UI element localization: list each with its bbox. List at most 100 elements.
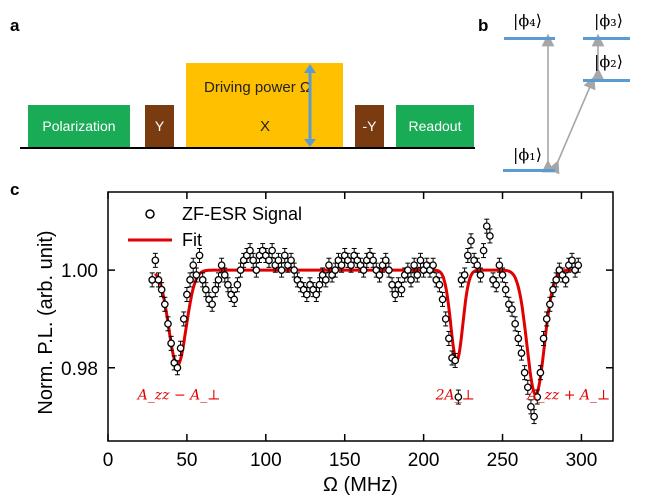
plot-frame	[107, 191, 614, 442]
data-point	[479, 246, 488, 255]
y-tick-label: 1.00	[61, 261, 98, 282]
data-point	[520, 368, 529, 377]
data-point	[249, 256, 258, 265]
data-point	[268, 246, 276, 255]
data-point	[274, 256, 283, 265]
data-point	[189, 261, 198, 270]
level-phi1	[503, 169, 555, 172]
data-point	[498, 271, 507, 279]
data-point	[230, 295, 239, 304]
data-point	[233, 280, 242, 289]
polarization-label: Polarization	[42, 118, 116, 134]
readout-label: Readout	[408, 118, 462, 134]
data-point	[473, 261, 482, 270]
data-point	[527, 402, 535, 411]
data-point	[280, 251, 289, 260]
ket-phi1: |ϕ₁⟩	[513, 145, 542, 164]
data-point	[435, 280, 444, 289]
data-point	[467, 236, 475, 245]
data-point	[561, 276, 570, 284]
data-point	[211, 285, 220, 294]
data-point	[220, 271, 229, 279]
data-point	[508, 305, 516, 314]
data-point	[451, 356, 460, 365]
data-point	[246, 246, 254, 255]
data-point	[482, 222, 491, 231]
level-phi3	[583, 37, 630, 40]
data-point	[438, 295, 447, 304]
data-point	[546, 300, 554, 309]
data-point	[454, 393, 463, 401]
data-point	[568, 256, 576, 265]
x-tick-label: 200	[408, 450, 440, 471]
zf-esr-chart: 0 50 100 150 200 250 300 0.98 1.00 Ω (MHz) Norm.…	[35, 191, 614, 496]
y-tick-label: 0.98	[61, 359, 98, 380]
minus-y-pulse: -Y	[355, 105, 384, 147]
data-point	[325, 261, 333, 270]
data-point	[574, 261, 583, 270]
x-tick-label: 250	[487, 450, 519, 471]
data-point	[183, 290, 191, 299]
data-point	[224, 280, 232, 289]
data-point	[410, 261, 419, 270]
data-point	[315, 280, 324, 289]
data-point	[460, 271, 469, 279]
data-point	[445, 334, 453, 343]
data-point	[347, 261, 355, 270]
y-axis-title: Norm. P.L. (arb. unit)	[35, 230, 57, 414]
data-point	[385, 266, 393, 274]
x-tick-label: 300	[566, 450, 598, 471]
data-point	[463, 251, 472, 260]
data-point	[287, 256, 295, 265]
data-point	[151, 256, 160, 265]
x-pulse-label: X	[260, 118, 271, 135]
data-point	[252, 266, 261, 274]
chart-legend: ZF-ESR Signal Fit	[128, 204, 302, 250]
legend-marker-signal	[145, 209, 155, 219]
data-point	[429, 261, 437, 270]
data-point	[476, 271, 485, 279]
data-point	[192, 271, 201, 279]
data-point	[179, 315, 188, 323]
data-point	[511, 319, 520, 328]
x-tick-label: 50	[176, 450, 197, 471]
x-axis-title: Ω (MHz)	[323, 474, 398, 496]
data-point	[403, 266, 412, 274]
data-point	[413, 271, 422, 279]
data-point	[157, 285, 166, 294]
data-point	[186, 276, 194, 284]
x-tick-label: 0	[103, 450, 114, 471]
data-point	[486, 232, 494, 240]
data-point	[176, 344, 185, 353]
data-point	[217, 261, 226, 270]
transition-arrow-1-2	[547, 76, 596, 175]
data-point	[265, 256, 273, 265]
data-point	[164, 319, 172, 328]
data-point	[539, 334, 548, 343]
data-point	[369, 256, 377, 265]
data-point	[173, 363, 182, 372]
data-point	[201, 285, 210, 294]
driving-power-arrow-icon	[304, 64, 316, 147]
data-point	[397, 285, 406, 294]
data-point	[407, 276, 415, 284]
data-point	[536, 368, 545, 377]
x-tick-label: 100	[250, 450, 282, 471]
data-point	[302, 290, 311, 299]
data-point	[321, 276, 330, 284]
panel-label-a: a	[10, 16, 20, 35]
data-point	[530, 412, 538, 421]
data-point	[523, 383, 532, 392]
data-point	[552, 276, 561, 284]
data-point	[195, 251, 204, 260]
data-point	[542, 315, 551, 323]
readout-pulse: Readout	[396, 105, 474, 147]
data-point	[416, 256, 425, 265]
annotation-2-aperp: 2A_⊥	[435, 388, 475, 404]
annotation-azz-minus-aperp: A_zz − A_⊥	[136, 388, 221, 404]
data-point	[277, 266, 286, 274]
ket-phi2: |ϕ₂⟩	[594, 52, 623, 71]
data-point	[391, 290, 400, 299]
data-point	[501, 285, 510, 294]
data-point	[441, 315, 450, 323]
